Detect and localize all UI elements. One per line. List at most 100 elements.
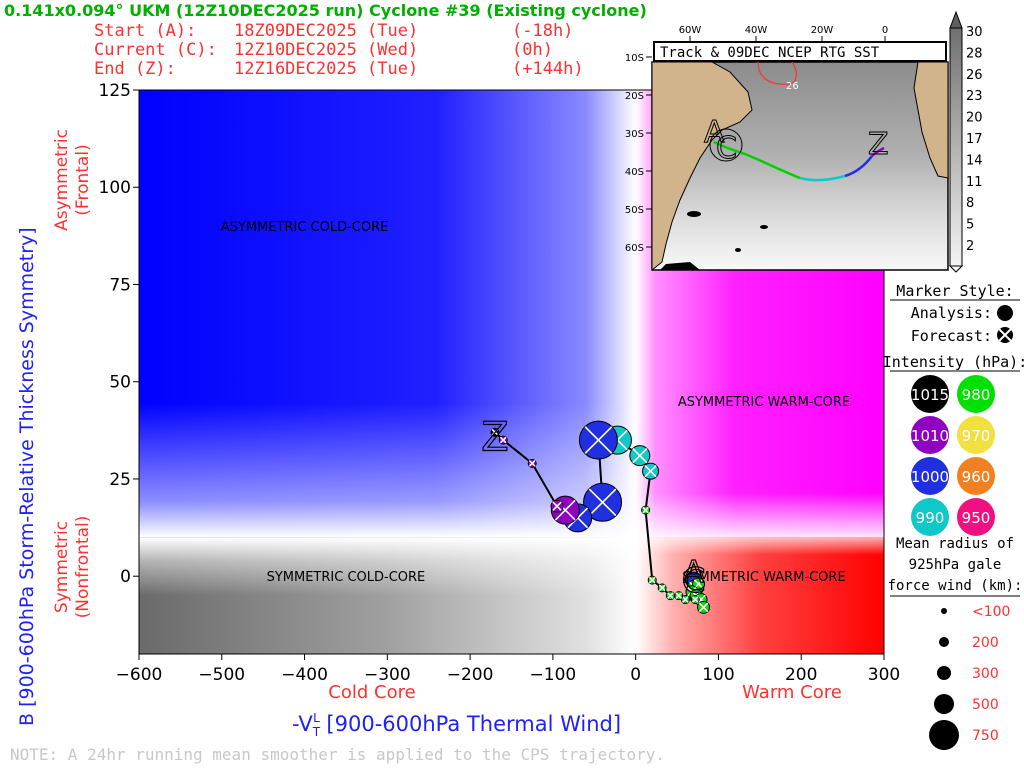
y-side-top-sub: (Frontal) [73, 144, 93, 215]
forecast-point [550, 499, 564, 513]
footer-note: NOTE: A 24hr running mean smoother is ap… [10, 745, 665, 764]
svg-text:40S: 40S [625, 167, 644, 178]
svg-text:950: 950 [962, 509, 991, 527]
colorbar-label: 23 [966, 89, 983, 104]
start-offset: (-18h) [512, 21, 573, 41]
end-time: 12Z16DEC2025 (Tue) [234, 59, 418, 79]
forecast-point [527, 458, 537, 468]
sst-colorbar [949, 27, 963, 267]
inset-lat-labels: 10S 20S 30S 40S 50S 60S [625, 53, 644, 254]
x-axis-title: -VTL [900-600hPa Thermal Wind] [292, 711, 621, 739]
colorbar-label: 28 [966, 46, 983, 61]
svg-text:1015: 1015 [911, 386, 949, 404]
inset-lon-labels: 60W 40W 20W 0 [679, 25, 889, 36]
time-info: Start (A): 18Z09DEC2025 (Tue) (-18h) Cur… [94, 21, 584, 79]
analysis-marker-icon [997, 305, 1013, 321]
start-label: Start (A): [94, 21, 196, 41]
x-tick-label: 200 [785, 665, 817, 685]
radius-swatch: 750 [929, 720, 999, 750]
legend-analysis-label: Analysis: [911, 304, 992, 322]
svg-text:300: 300 [972, 666, 999, 682]
current-label: Current (C): [94, 40, 217, 60]
svg-text:20W: 20W [811, 25, 834, 36]
radius-swatch: 500 [934, 694, 999, 714]
forecast-point [647, 575, 657, 585]
svg-text:960: 960 [962, 468, 991, 486]
x-tick-label: −200 [447, 665, 494, 685]
legend-marker-style-title: Marker Style: [896, 282, 1013, 300]
forecast-point [690, 595, 700, 605]
colorbar-labels: 30 28 26 23 20 17 14 11 8 5 2 [966, 25, 983, 254]
x-tick-label: 100 [702, 665, 734, 685]
quadrant-label: SYMMETRIC COLD-CORE [267, 570, 426, 585]
intensity-swatch: 990 [911, 498, 949, 536]
intensity-legend: 1015 980 1010 970 1000 960 990 950 [911, 375, 995, 536]
y-tick-label: 25 [109, 470, 131, 490]
svg-text:20S: 20S [625, 91, 644, 102]
plot-frame [138, 89, 885, 655]
start-time: 18Z09DEC2025 (Tue) [234, 21, 418, 41]
inset-start-marker: A [704, 115, 725, 150]
africa-land [913, 62, 948, 179]
svg-text:980: 980 [962, 386, 991, 404]
x-tick-label: −100 [530, 665, 577, 685]
end-offset: (+144h) [512, 59, 584, 79]
forecast-point [665, 591, 675, 601]
x-tick-label: −500 [198, 665, 245, 685]
x-side-right: Warm Core [742, 682, 842, 703]
forecast-point [490, 427, 500, 437]
y-tick-label: 0 [120, 567, 131, 587]
current-marker-c: C [682, 561, 706, 601]
south-america-land [652, 62, 753, 270]
intensity-swatch: 1015 [911, 375, 949, 413]
forecast-point [583, 482, 623, 522]
svg-text:40W: 40W [745, 25, 768, 36]
end-marker-z: Z [481, 414, 508, 460]
intensity-swatch: 1010 [911, 416, 949, 454]
y-tick-label: 125 [99, 81, 131, 101]
svg-text:0: 0 [882, 25, 888, 36]
radius-swatch: 200 [939, 635, 999, 651]
inset-map: 26 Track & 09DEC NCEP RTG SST 60W 40W 20… [625, 10, 983, 273]
svg-text:1000: 1000 [911, 468, 949, 486]
current-time: 12Z10DEC2025 (Wed) [234, 40, 418, 60]
inset-current-marker: C [716, 131, 737, 166]
svg-text:970: 970 [962, 427, 991, 445]
intensity-swatch: 950 [957, 498, 995, 536]
legend: Marker Style: Analysis: Forecast: Intens… [883, 282, 1024, 750]
svg-text:<100: <100 [972, 604, 1010, 620]
intensity-swatch: 1000 [911, 457, 949, 495]
x-tick-label: −400 [281, 665, 328, 685]
radius-legend: <100 200 300 500 750 [929, 604, 1010, 750]
svg-text:500: 500 [972, 697, 999, 713]
colorbar-label: 14 [966, 153, 983, 168]
radius-swatch: <100 [941, 604, 1010, 620]
colorbar-label: 8 [966, 196, 974, 211]
svg-text:60W: 60W [679, 25, 702, 36]
y-side-labels: Asymmetric (Frontal) Symmetric (Nonfront… [52, 129, 93, 618]
svg-text:60S: 60S [625, 243, 644, 254]
legend-intensity-title: Intensity (hPa): [883, 353, 1024, 371]
forecast-point [641, 505, 651, 515]
plot-axes: −600 −500 −400 −300 −200 −100 0 100 200 300 0 25 50 7… [99, 81, 901, 685]
legend-radius-title-1: Mean radius of [896, 536, 1014, 552]
forecast-point [629, 445, 651, 467]
intensity-swatch: 970 [957, 416, 995, 454]
svg-text:30S: 30S [625, 129, 644, 140]
forecast-point [578, 420, 618, 460]
forecast-marker-icon [997, 327, 1013, 343]
colorbar-label: 20 [966, 111, 983, 126]
x-tick-label: 300 [868, 665, 900, 685]
svg-text:750: 750 [972, 728, 999, 744]
y-side-bottom-sub: (Nonfrontal) [73, 516, 93, 619]
colorbar-label: 2 [966, 239, 974, 254]
sst-contour-label: 26 [786, 81, 799, 92]
current-offset: (0h) [512, 40, 553, 60]
y-side-bottom: Symmetric [52, 521, 72, 613]
quadrant-label: SYMMETRIC WARM-CORE [682, 570, 845, 585]
y-side-top: Asymmetric [52, 129, 72, 231]
forecast-point [657, 583, 667, 593]
y-tick-label: 50 [109, 373, 131, 393]
quadrant-label: ASYMMETRIC WARM-CORE [678, 395, 850, 410]
forecast-point [697, 600, 711, 614]
